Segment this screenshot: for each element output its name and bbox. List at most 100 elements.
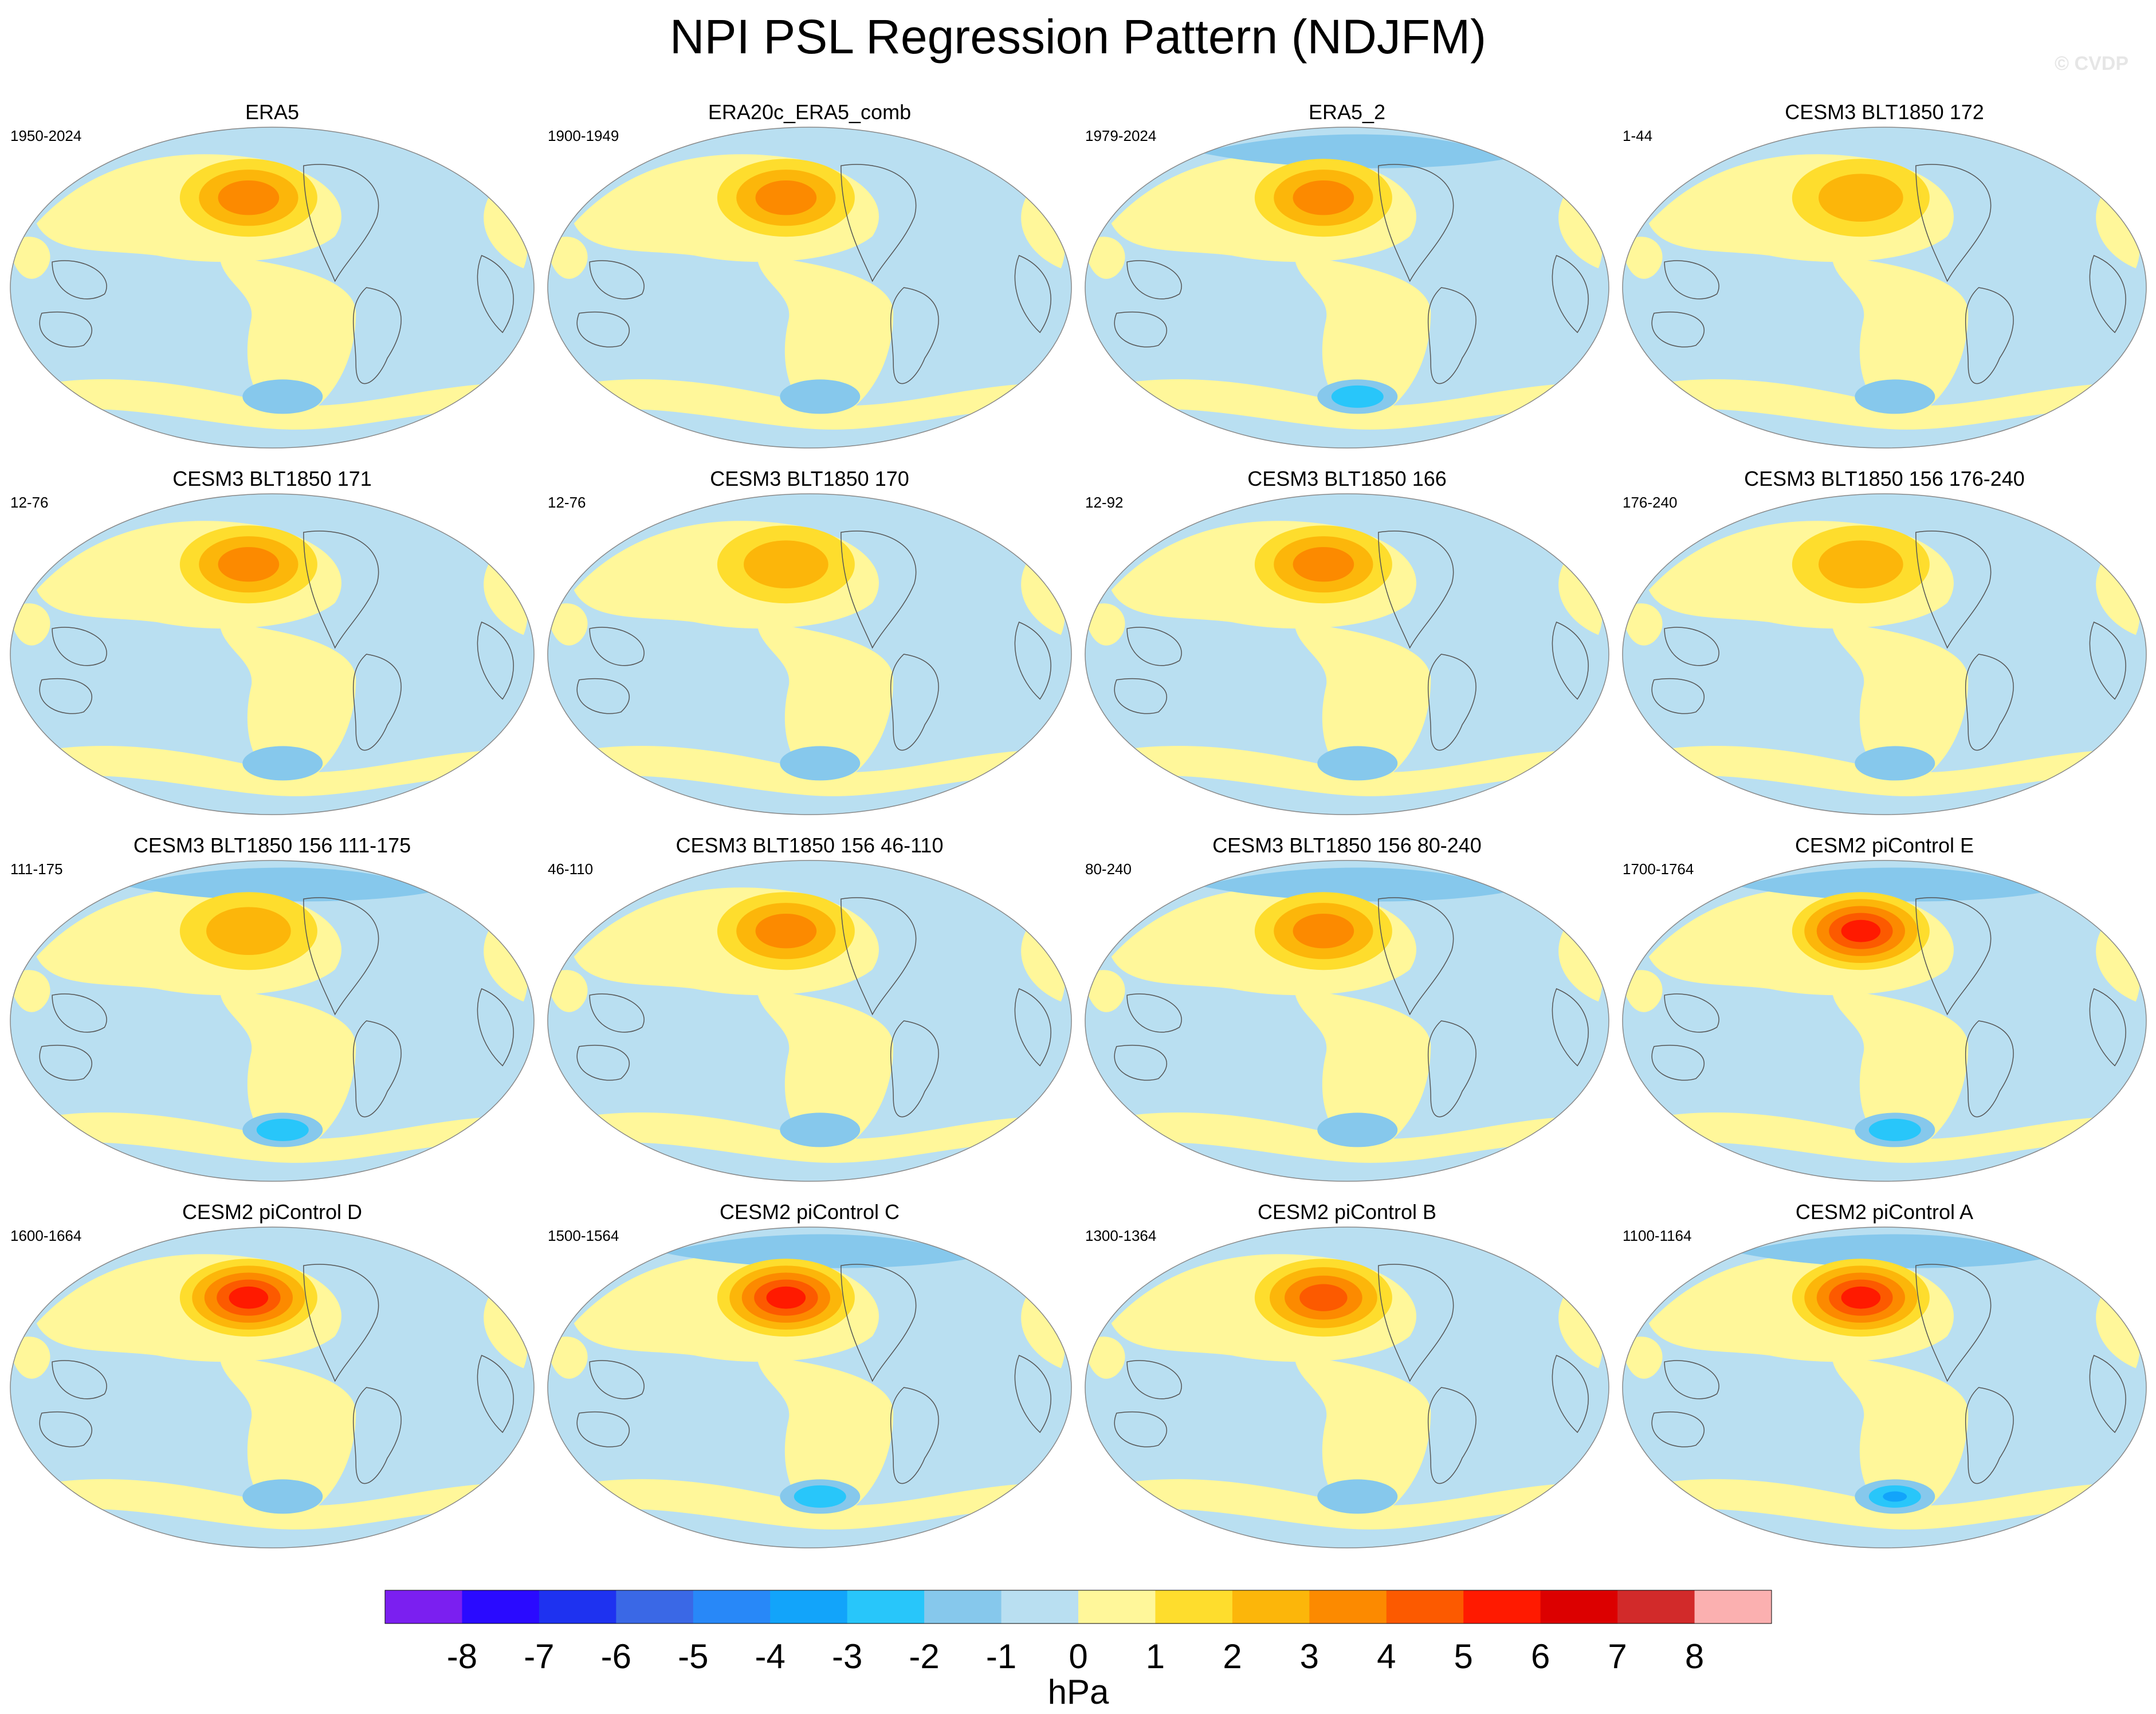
low-contour xyxy=(242,379,323,414)
positive-field xyxy=(1021,925,1065,1002)
panel-title: CESM3 BLT1850 156 46-110 xyxy=(676,834,944,857)
colorbar-tick-label: -5 xyxy=(678,1637,708,1676)
colorbar-tick-label: 8 xyxy=(1685,1637,1704,1676)
coastline xyxy=(589,260,645,300)
colorbar-swatch xyxy=(1617,1590,1695,1623)
arctic-low xyxy=(1738,1234,2042,1268)
colorbar-tick-label: -8 xyxy=(447,1637,477,1676)
coastline xyxy=(52,260,107,300)
panel-title: CESM3 BLT1850 156 111-175 xyxy=(133,834,411,857)
panel-years: 111-175 xyxy=(10,860,63,878)
colorbar-tick-label: -4 xyxy=(755,1637,786,1676)
colorbar-tick-label: 6 xyxy=(1531,1637,1550,1676)
coastline xyxy=(2089,988,2126,1067)
colorbar-tick-label: 1 xyxy=(1146,1637,1165,1676)
coastline xyxy=(477,988,514,1067)
colorbar-tick-label: -7 xyxy=(524,1637,554,1676)
map-field xyxy=(1085,127,1609,448)
colorbar-swatch xyxy=(1463,1590,1541,1623)
map-border xyxy=(1085,860,1609,1182)
map-panel: CESM3 BLT1850 156 111-175 111-175 xyxy=(10,834,535,1182)
coastline xyxy=(352,654,402,751)
panel-title: CESM3 BLT1850 156 80-240 xyxy=(1212,834,1482,857)
panel-title: CESM2 piControl D xyxy=(182,1200,362,1224)
colorbar-tick-label: -3 xyxy=(832,1637,862,1676)
coastline xyxy=(890,1020,939,1118)
map-panel: CESM3 BLT1850 170 12-76 xyxy=(547,467,1072,815)
coastline xyxy=(1126,627,1182,666)
coastline xyxy=(1126,993,1182,1033)
low-contour xyxy=(780,746,861,781)
high-contour xyxy=(218,547,280,582)
map-border xyxy=(10,1226,535,1548)
coastline xyxy=(52,627,107,666)
map-field xyxy=(548,127,1071,448)
panel-title: ERA5 xyxy=(245,100,299,124)
high-contour xyxy=(1819,174,1903,222)
map-panel: CESM3 BLT1850 156 46-110 46-110 xyxy=(547,834,1072,1182)
coastline xyxy=(52,993,107,1033)
colorbar-tick-label: 3 xyxy=(1300,1637,1319,1676)
panel-years: 1500-1564 xyxy=(548,1227,619,1244)
low-contour xyxy=(780,1112,861,1147)
positive-field xyxy=(1294,255,1431,423)
coastline xyxy=(1651,678,1705,714)
positive-field xyxy=(1294,989,1431,1156)
positive-field xyxy=(1085,237,1125,279)
positive-field xyxy=(1021,1291,1065,1369)
positive-field xyxy=(2096,1291,2140,1369)
map-border xyxy=(10,493,535,815)
positive-field xyxy=(1294,622,1431,789)
coastline xyxy=(589,627,645,666)
arctic-low xyxy=(663,1234,967,1268)
map-panel: CESM2 piControl A 1100-1164 xyxy=(1622,1200,2147,1548)
map-field xyxy=(10,494,534,815)
map-border xyxy=(1622,127,2147,449)
map-border xyxy=(10,127,535,449)
positive-field xyxy=(2096,558,2140,635)
coastline xyxy=(2089,622,2126,700)
positive-field xyxy=(757,989,894,1156)
coastline xyxy=(841,1264,917,1382)
coastline xyxy=(477,1355,514,1433)
coastline xyxy=(1651,1411,1705,1448)
colorbar-unit: hPa xyxy=(1048,1673,1109,1711)
colorbar-swatch xyxy=(1540,1590,1618,1623)
low-contour xyxy=(780,379,861,414)
positive-field xyxy=(757,255,894,423)
coastline xyxy=(1651,1044,1705,1081)
positive-field xyxy=(1832,622,1969,789)
map-panel: CESM2 piControl C 1500-1564 xyxy=(547,1200,1072,1548)
coastline xyxy=(1664,627,1719,666)
coastline xyxy=(576,311,630,348)
coastline xyxy=(2089,1355,2126,1433)
coastline xyxy=(1427,1020,1476,1118)
coastline xyxy=(39,311,92,348)
coastline xyxy=(1378,530,1454,649)
high-contour xyxy=(1293,913,1354,949)
positive-field xyxy=(484,1291,528,1369)
positive-field xyxy=(2096,191,2140,269)
positive-field xyxy=(219,622,356,789)
panel-title: CESM2 piControl E xyxy=(1795,834,1974,857)
panel-title: ERA20c_ERA5_comb xyxy=(708,100,911,124)
map-field xyxy=(1085,1227,1609,1548)
coastline xyxy=(352,287,402,384)
panel-years: 1979-2024 xyxy=(1085,127,1156,144)
positive-field xyxy=(10,603,50,646)
high-contour xyxy=(1293,180,1354,215)
coastline xyxy=(589,1360,645,1399)
panel-title: CESM3 BLT1850 156 176-240 xyxy=(1744,467,2025,490)
positive-field xyxy=(1558,191,1603,269)
coastline xyxy=(1427,287,1476,384)
panel-title: CESM2 piControl A xyxy=(1796,1200,1973,1224)
high-contour xyxy=(766,1286,806,1309)
coastline xyxy=(303,530,379,649)
panel-years: 1300-1364 xyxy=(1085,1227,1156,1244)
coastline xyxy=(1664,993,1719,1033)
coastline xyxy=(303,897,379,1016)
arctic-low xyxy=(1200,134,1505,168)
map-field xyxy=(10,860,534,1181)
arctic-low xyxy=(125,867,430,902)
